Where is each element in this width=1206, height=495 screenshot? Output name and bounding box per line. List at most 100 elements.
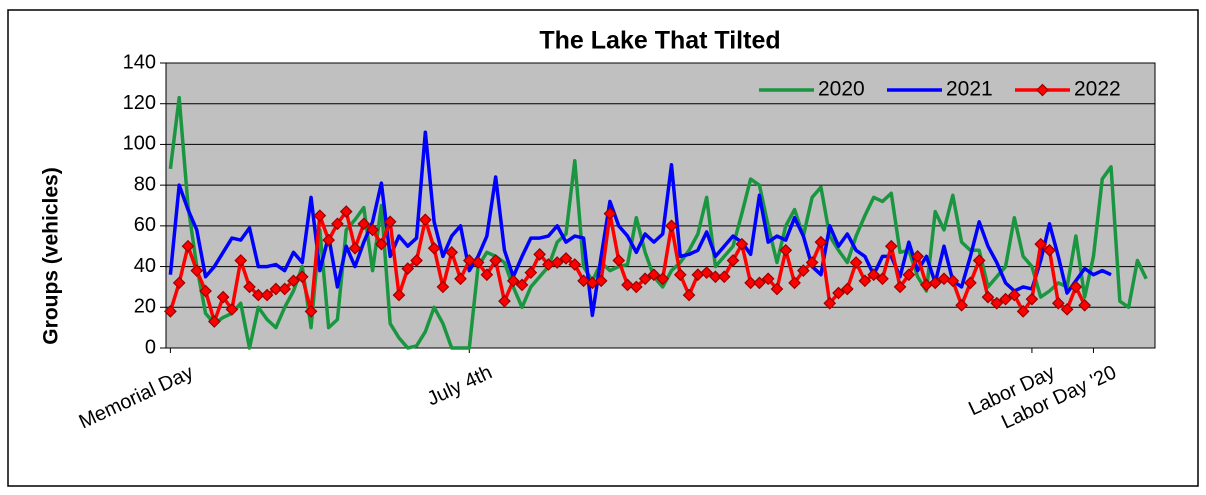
marker [946, 274, 960, 288]
marker [955, 298, 968, 312]
marker [181, 239, 195, 253]
marker [1025, 292, 1039, 306]
marker [779, 243, 793, 257]
marker [225, 302, 239, 316]
marker [427, 241, 441, 255]
marker [1060, 302, 1074, 316]
marker [559, 252, 573, 265]
marker [251, 288, 265, 302]
marker [612, 254, 626, 267]
marker [594, 274, 608, 288]
marker [726, 254, 740, 267]
marker [216, 290, 230, 304]
marker [893, 280, 907, 294]
marker [832, 286, 845, 300]
marker [964, 276, 977, 290]
marker [348, 241, 362, 255]
marker [647, 268, 661, 282]
y-tick-label: 60 [134, 214, 156, 236]
marker [805, 256, 819, 269]
marker [208, 315, 221, 328]
marker [744, 276, 757, 290]
marker [533, 248, 546, 261]
marker [418, 213, 432, 227]
marker [1078, 298, 1092, 312]
y-tick-label: 40 [134, 255, 156, 277]
marker [524, 266, 538, 280]
marker [498, 294, 511, 308]
marker [366, 223, 379, 237]
marker [515, 278, 529, 292]
marker [717, 270, 731, 284]
marker [682, 288, 696, 302]
marker [164, 305, 177, 318]
legend-label: 2021 [946, 78, 993, 101]
marker [849, 256, 863, 269]
marker [911, 250, 924, 263]
marker [840, 282, 854, 296]
marker [814, 235, 828, 249]
marker [972, 254, 986, 267]
marker [673, 268, 687, 282]
marker [709, 270, 722, 284]
marker [1069, 280, 1083, 294]
marker [234, 254, 248, 267]
marker [665, 219, 678, 233]
marker [761, 272, 775, 286]
marker [990, 296, 1004, 310]
marker [770, 282, 784, 296]
marker [278, 282, 292, 296]
marker [937, 272, 951, 286]
marker [313, 209, 327, 223]
marker [902, 268, 916, 282]
marker [331, 217, 344, 231]
y-tick-label: 100 [123, 133, 156, 155]
marker [1016, 305, 1030, 318]
marker [243, 280, 256, 294]
marker [735, 237, 749, 251]
y-tick-label: 120 [123, 92, 156, 114]
marker [410, 254, 423, 267]
marker [260, 288, 274, 302]
marker [656, 272, 670, 286]
marker [1051, 296, 1065, 310]
marker [577, 274, 590, 288]
marker [638, 272, 652, 286]
marker [506, 274, 520, 288]
marker [981, 290, 995, 304]
marker [392, 288, 406, 302]
marker [190, 264, 204, 277]
marker [375, 237, 388, 251]
marker [295, 270, 309, 284]
marker [999, 292, 1012, 306]
marker [1034, 237, 1048, 251]
marker [401, 262, 415, 275]
y-tick-label: 0 [145, 336, 156, 358]
marker [269, 282, 283, 296]
y-tick-label: 140 [123, 51, 156, 73]
marker [700, 266, 714, 280]
marker [629, 280, 643, 294]
marker [1043, 243, 1056, 257]
marker [480, 268, 494, 282]
marker [339, 205, 353, 218]
marker [867, 268, 881, 282]
marker [788, 276, 801, 290]
marker [471, 256, 485, 269]
marker [489, 254, 503, 267]
series-line [168, 95, 1148, 350]
marker [1007, 288, 1021, 302]
chart-title: The Lake That Tilted [539, 27, 780, 55]
marker [436, 280, 450, 294]
marker [172, 276, 186, 290]
legend-marker [1036, 83, 1049, 97]
marker [876, 272, 889, 286]
marker [357, 217, 371, 231]
marker [454, 272, 467, 286]
marker [823, 296, 837, 310]
legend-label: 2022 [1074, 78, 1121, 101]
marker [462, 254, 476, 267]
marker [928, 276, 942, 290]
marker [858, 274, 872, 288]
